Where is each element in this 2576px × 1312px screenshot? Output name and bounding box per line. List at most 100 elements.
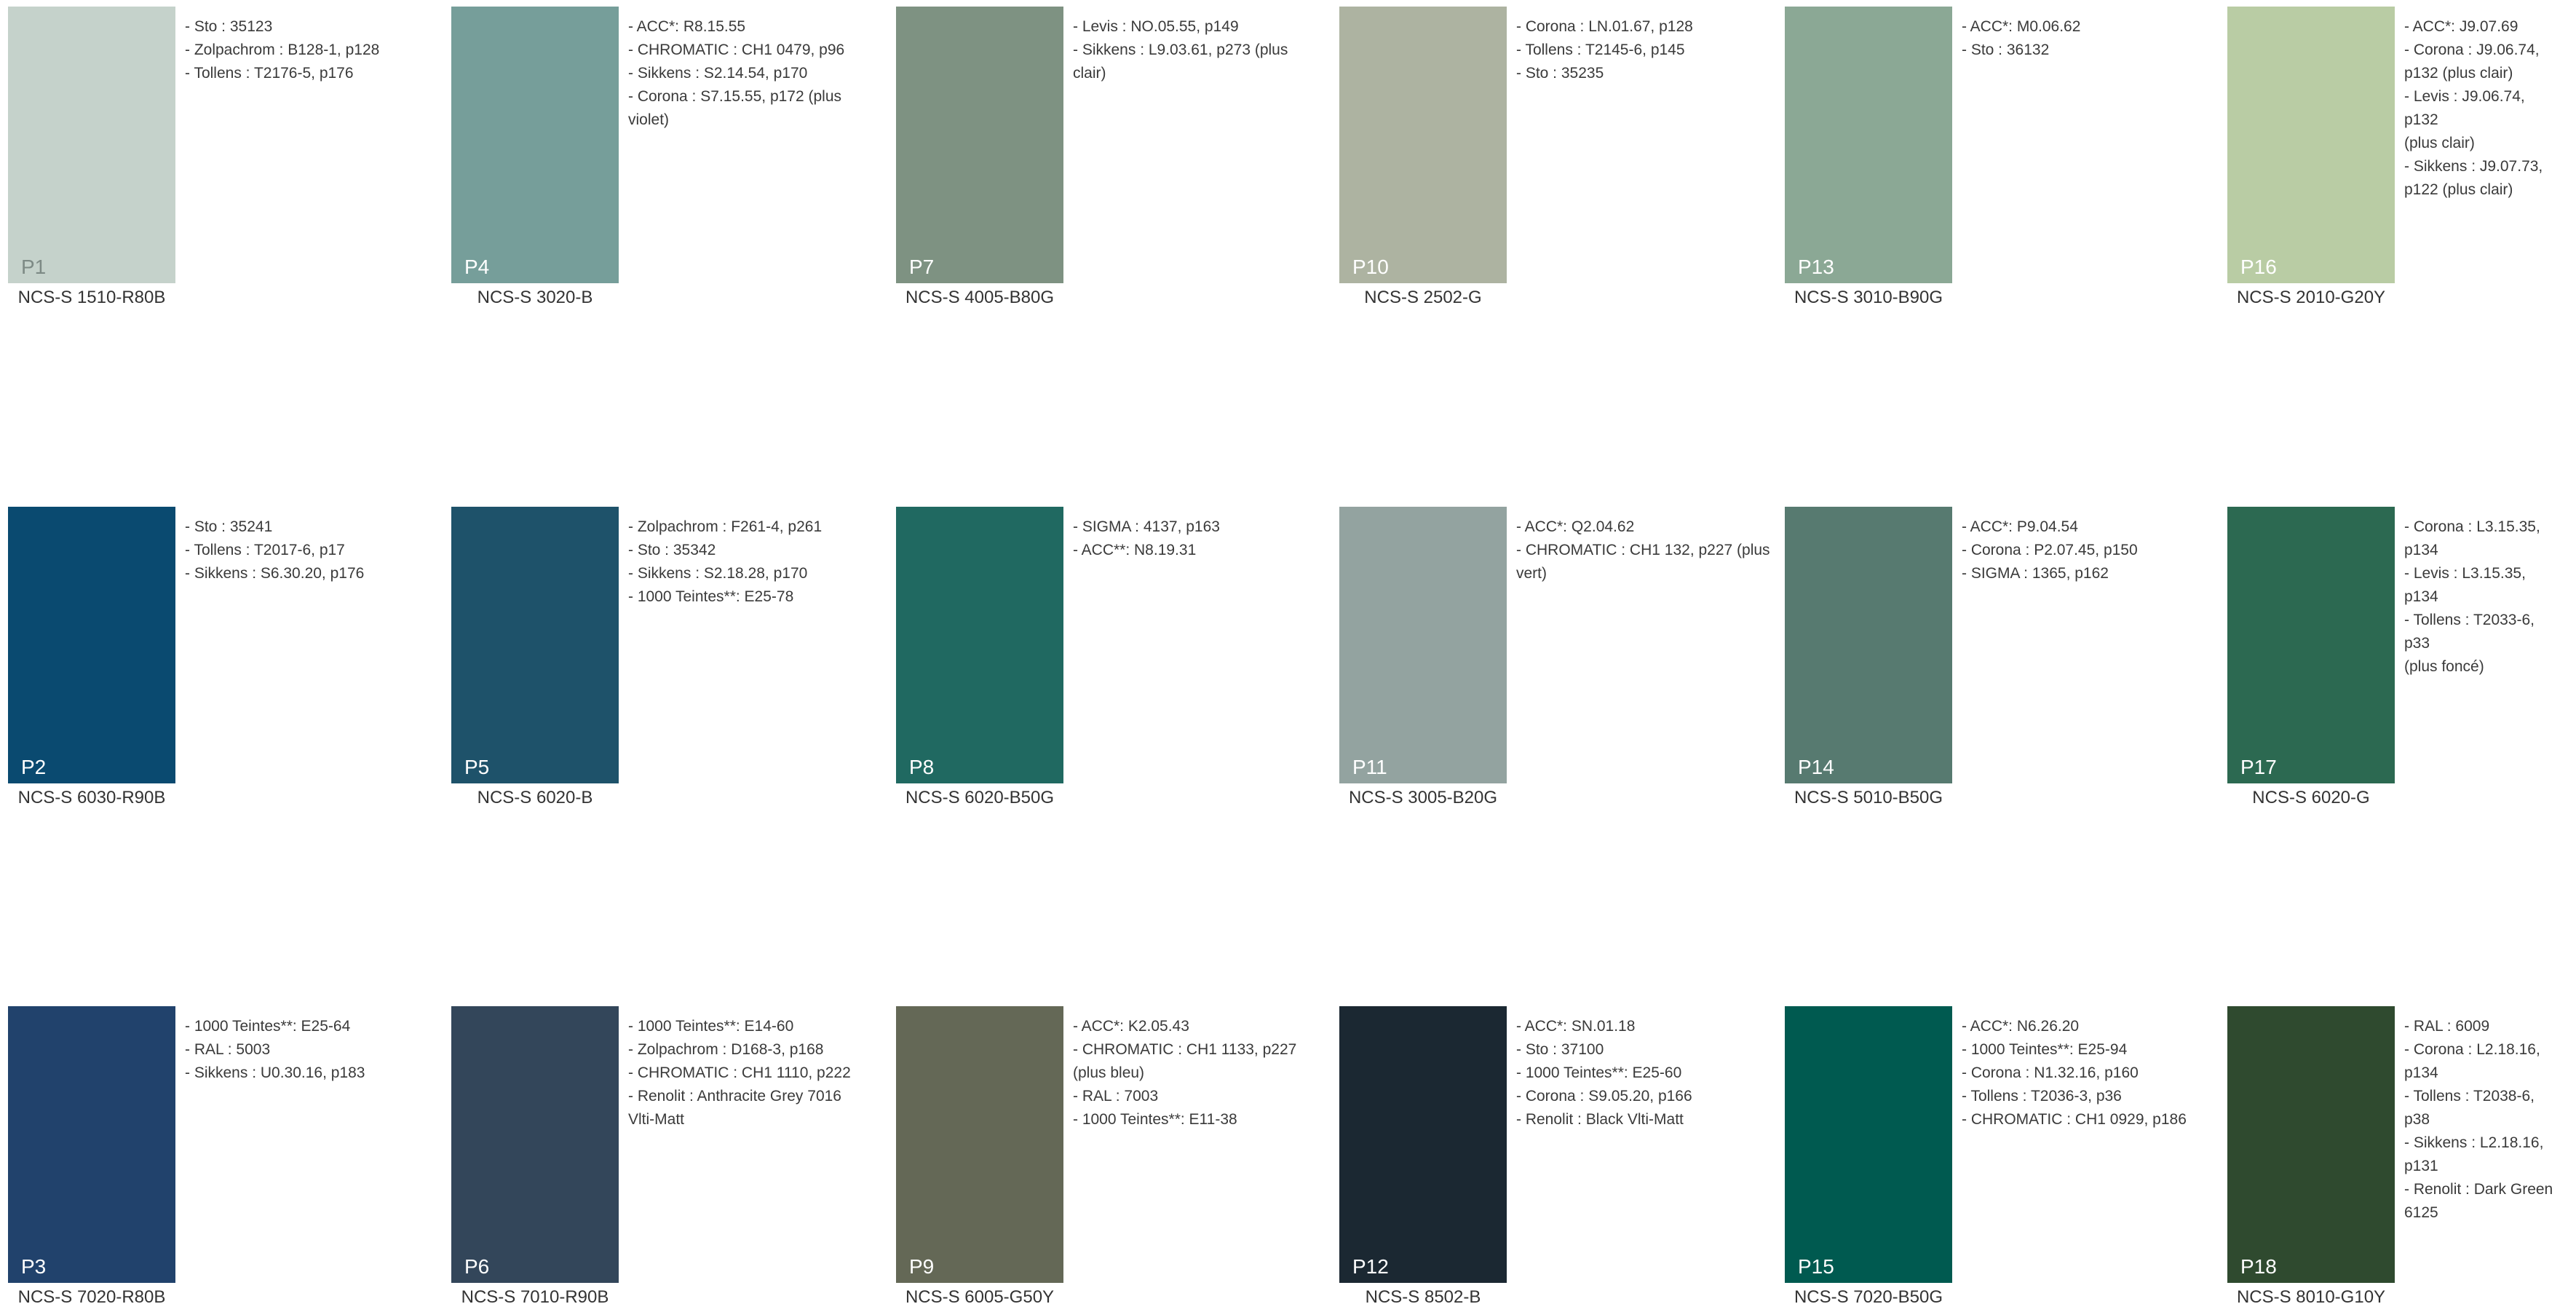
color-swatch: P14 [1785,507,1952,783]
supplier-reference-item: - Corona : L2.18.16, p134 [2404,1041,2540,1081]
swatch-code: P9 [909,1255,935,1278]
color-swatch: P9 [896,1006,1063,1283]
color-swatch: P6 [451,1006,619,1283]
ncs-reference: NCS-S 4005-B80G [905,288,1055,307]
supplier-reference-item: - 1000 Teintes**: E11-38 [1073,1111,1237,1128]
supplier-reference-item: - ACC*: R8.15.55 [628,18,746,35]
supplier-reference-item: - CHROMATIC : CH1 132, p227 (plus vert) [1516,542,1770,582]
swatch-code: P5 [464,756,490,778]
swatch-code: P4 [464,256,490,278]
supplier-references: - ACC*: SN.01.18 - Sto : 37100 - 1000 Tein… [1516,1015,1775,1131]
swatch-code: P18 [2240,1255,2277,1278]
swatch-card-p5: P5 NCS-S 6020-B - Zolpachrom : F261-4, p… [451,507,888,813]
supplier-reference-item: - 1000 Teintes**: E25-94 [1962,1041,2128,1058]
supplier-reference-item: - Tollens : T2176-5, p176 [185,65,354,82]
ncs-reference: NCS-S 3005-B20G [1348,788,1498,807]
swatch-code: P17 [2240,756,2277,778]
color-swatch: P12 [1339,1006,1507,1283]
supplier-reference-item: - CHROMATIC : CH1 0929, p186 [1962,1111,2187,1128]
ncs-reference: NCS-S 8502-B [1365,1287,1481,1307]
color-swatch: P11 [1339,507,1507,783]
color-swatch: P5 [451,507,619,783]
swatch-card-p9: P9 NCS-S 6005-G50Y - ACC*: K2.05.43 - CHR… [896,1006,1333,1312]
swatch-card-p13: P13 NCS-S 3010-B90G - ACC*: M0.06.62 - St… [1785,7,2222,312]
supplier-references: - Levis : NO.05.55, p149 - Sikkens : L9.0… [1073,15,1331,85]
color-swatch: P18 [2227,1006,2395,1283]
swatch-card-p8: P8 NCS-S 6020-B50G - SIGMA : 4137, p163-… [896,507,1333,813]
swatch-code: P13 [1798,256,1834,278]
swatch-card-p18: P18 NCS-S 8010-G10Y - RAL : 6009 - Corona… [2227,1006,2576,1312]
color-swatch: P15 [1785,1006,1952,1283]
supplier-reference-item: - Tollens : T2145-6, p145 [1516,42,1685,58]
supplier-references: - ACC*: K2.05.43 - CHROMATIC : CH1 1133, … [1073,1015,1331,1131]
supplier-reference-item: - Sto : 35342 [628,542,716,558]
supplier-reference-item: - Corona : S7.15.55, p172 (plus violet) [628,88,842,128]
supplier-references: - 1000 Teintes**: E25-64 - RAL : 5003 - Si… [185,1015,443,1085]
supplier-references: - ACC*: R8.15.55 - CHROMATIC : CH1 0479, … [628,15,887,132]
swatch-card-p3: P3 NCS-S 7020-R80B - 1000 Teintes**: E25… [8,1006,445,1312]
supplier-reference-item: - ACC*: K2.05.43 [1073,1018,1189,1035]
supplier-references: - Corona : LN.01.67, p128 - Tollens : T21… [1516,15,1775,85]
supplier-reference-item: - CHROMATIC : CH1 0479, p96 [628,42,845,58]
supplier-references: - SIGMA : 4137, p163 - ACC**: N8.19.31 [1073,515,1331,562]
swatch-code: P12 [1352,1255,1389,1278]
supplier-reference-item: - 1000 Teintes**: E14-60 [628,1018,794,1035]
supplier-references: - Sto : 35123 - Zolpachrom : B128-1, p128… [185,15,443,85]
ncs-reference: NCS-S 8010-G10Y [2236,1287,2386,1307]
swatch-card-p11: P11 NCS-S 3005-B20G - ACC*: Q2.04.62 - CH… [1339,507,1776,813]
ncs-reference: NCS-S 6020-G [2252,788,2370,807]
supplier-reference-item: - ACC**: N8.19.31 [1073,542,1197,558]
supplier-reference-item: - Sikkens : S2.14.54, p170 [628,65,808,82]
swatch-card-p7: P7 NCS-S 4005-B80G - Levis : NO.05.55, p… [896,7,1333,312]
swatch-card-p2: P2 NCS-S 6030-R90B - Sto : 35241 - Tollen… [8,507,445,813]
supplier-reference-item: - Corona : N1.32.16, p160 [1962,1064,2139,1081]
swatch-code: P16 [2240,256,2277,278]
ncs-reference: NCS-S 3010-B90G [1794,288,1943,307]
supplier-reference-item: - Corona : J9.06.74, p132 (plus clair) [2404,42,2540,82]
color-swatch: P16 [2227,7,2395,283]
supplier-reference-item: - Corona : L3.15.35, p134 [2404,518,2540,558]
ncs-reference: NCS-S 6030-R90B [17,788,166,807]
swatch-card-p15: P15 NCS-S 7020-B50G - ACC*: N6.26.20 - 10… [1785,1006,2222,1312]
supplier-reference-item: - Sikkens : L2.18.16, p131 [2404,1134,2544,1174]
color-swatch: P3 [8,1006,175,1283]
supplier-reference-item: - ACC*: P9.04.54 [1962,518,2078,535]
swatch-code: P6 [464,1255,490,1278]
supplier-reference-item: - Zolpachrom : F261-4, p261 [628,518,823,535]
color-swatch: P4 [451,7,619,283]
supplier-reference-item: - Sikkens : J9.07.73, p122 (plus clair) [2404,158,2543,198]
ncs-reference: NCS-S 7010-R90B [461,1287,609,1307]
supplier-reference-item: - ACC*: SN.01.18 [1516,1018,1636,1035]
supplier-reference-item: - Tollens : T2017-6, p17 [185,542,345,558]
ncs-reference: NCS-S 1510-R80B [17,288,166,307]
supplier-reference-item: - Corona : LN.01.67, p128 [1516,18,1693,35]
color-swatch: P8 [896,507,1063,783]
supplier-reference-item: - ACC*: J9.07.69 [2404,18,2518,35]
supplier-reference-item: - CHROMATIC : CH1 1133, p227 (plus bleu) [1073,1041,1297,1081]
supplier-reference-item: - Sto : 35123 [185,18,273,35]
supplier-reference-item: - 1000 Teintes**: E25-60 [1516,1064,1682,1081]
supplier-reference-item: - ACC*: M0.06.62 [1962,18,2081,35]
ncs-reference: NCS-S 6005-G50Y [905,1287,1055,1307]
ncs-reference: NCS-S 7020-B50G [1794,1287,1943,1307]
swatch-card-p17: P17 NCS-S 6020-G - Corona : L3.15.35, p1… [2227,507,2576,813]
swatch-card-p10: P10 NCS-S 2502-G - Corona : LN.01.67, p1… [1339,7,1776,312]
supplier-reference-item: - RAL : 7003 [1073,1088,1159,1104]
swatch-card-p4: P4 NCS-S 3020-B - ACC*: R8.15.55 - CHROMA… [451,7,888,312]
ncs-reference: NCS-S 2010-G20Y [2236,288,2386,307]
ncs-reference: NCS-S 5010-B50G [1794,788,1943,807]
supplier-reference-item: - RAL : 5003 [185,1041,271,1058]
supplier-reference-item: - Tollens : T2036-3, p36 [1962,1088,2122,1104]
swatch-code: P8 [909,756,935,778]
swatch-code: P15 [1798,1255,1834,1278]
color-swatch: P13 [1785,7,1952,283]
ncs-reference: NCS-S 7020-R80B [17,1287,166,1307]
supplier-reference-item: - 1000 Teintes**: E25-64 [185,1018,351,1035]
color-swatch: P17 [2227,507,2395,783]
ncs-reference: NCS-S 6020-B [477,788,593,807]
supplier-references: - Corona : L3.15.35, p134 - Levis : L3.15… [2404,515,2557,679]
swatch-card-p6: P6 NCS-S 7010-R90B - 1000 Teintes**: E14… [451,1006,888,1312]
swatch-card-p1: P1 NCS-S 1510-R80B - Sto : 35123 - Zolpac… [8,7,445,312]
supplier-reference-item: - Corona : S9.05.20, p166 [1516,1088,1692,1104]
supplier-reference-item: - Zolpachrom : D168-3, p168 [628,1041,824,1058]
